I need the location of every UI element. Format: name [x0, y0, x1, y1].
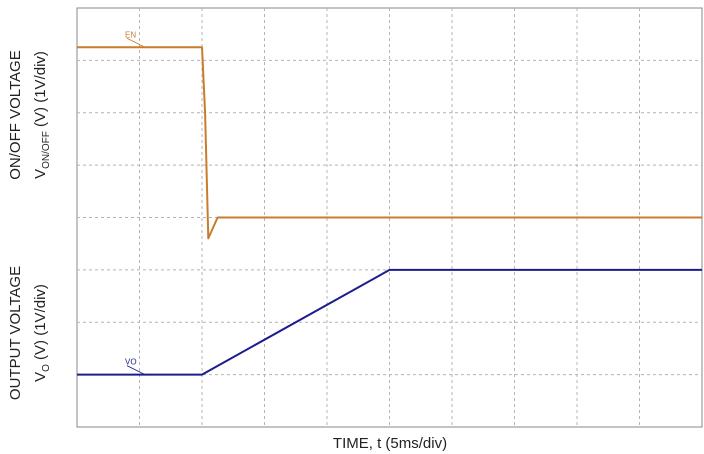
trace-marker-leader — [126, 37, 146, 48]
trace-line — [77, 46, 702, 240]
y-axis-label-top-line2: VON/OFF (V) (1V/div) — [32, 51, 52, 179]
y-bottom-symbol: V — [32, 372, 49, 382]
y-top-symbol: V — [32, 169, 49, 179]
y-axis-label-bottom-line2: VO (V) (1V/div) — [32, 284, 52, 382]
trace-line — [77, 268, 702, 376]
traces — [77, 46, 702, 376]
y-axis-label-top-line1: ON/OFF VOLTAGE — [7, 50, 24, 179]
trace-marker-label: EN — [125, 30, 136, 39]
y-axis-label-bottom-line1: OUTPUT VOLTAGE — [7, 266, 24, 400]
trace-markers: EN VO — [125, 30, 146, 375]
x-axis-label: TIME, t (5ms/div) — [333, 435, 447, 452]
trace-marker-leader — [126, 365, 146, 375]
y-bottom-units: (V) (1V/div) — [32, 284, 49, 364]
y-top-units: (V) (1V/div) — [32, 51, 49, 131]
y-bottom-subscript: O — [41, 364, 52, 372]
trace-marker-label: VO — [125, 358, 137, 367]
y-top-subscript: ON/OFF — [41, 131, 52, 169]
